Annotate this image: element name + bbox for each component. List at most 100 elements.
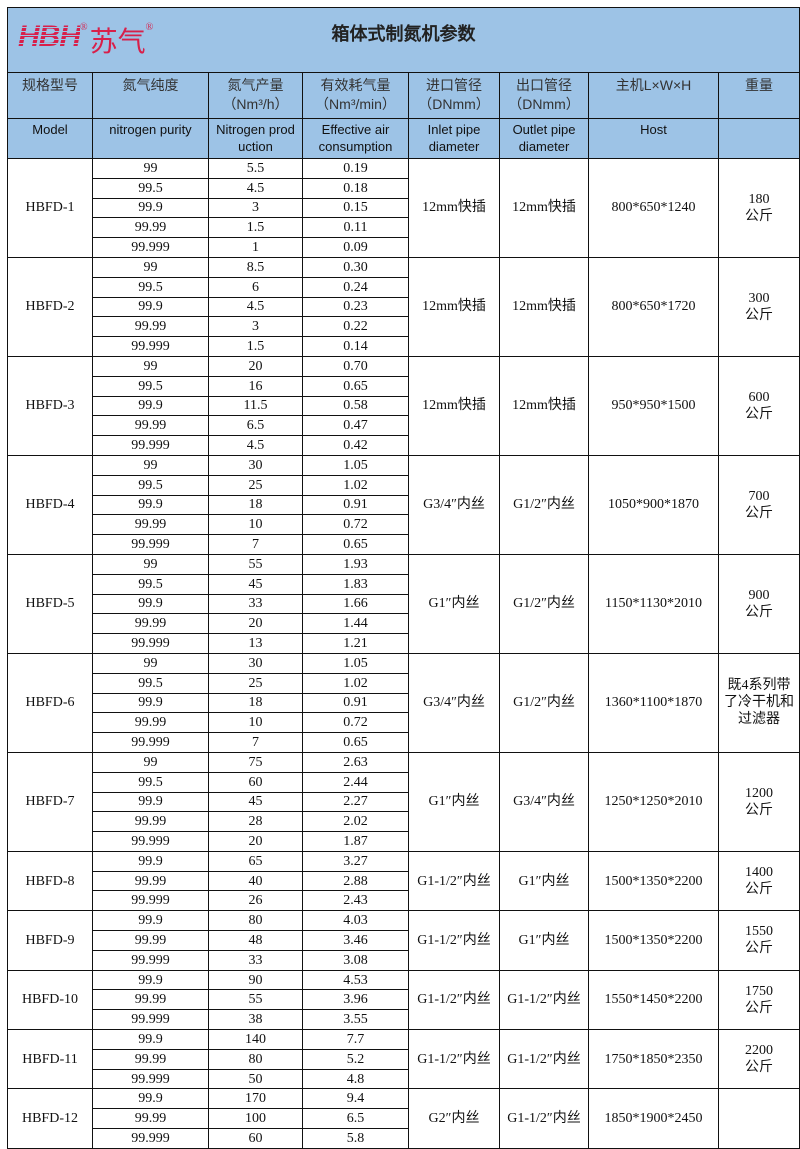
nitrogen-output-cell: 28 [208,811,303,833]
outlet-cell: 12mm快插 [499,355,589,456]
column-header: Effective air consumption [302,118,409,159]
air-consumption-cell: 0.70 [302,355,409,377]
inlet-cell: G1-1/2″内丝 [408,910,500,971]
table-row: 99.999 4.5 0.42 [8,435,800,456]
nitrogen-output-cell: 80 [208,910,303,932]
air-consumption-cell: 0.30 [302,256,409,278]
nitrogen-output-cell: 100 [208,1108,303,1130]
column-header: 氮气产量 （Nm³/h） [208,72,303,119]
purity-cell: 99.9 [92,1029,209,1050]
table-row: 99.999 38 3.55 [8,1009,800,1031]
weight-cell: 1750 公斤 [718,969,800,1031]
weight-cell [718,1088,800,1149]
air-consumption-cell: 6.5 [302,1108,409,1130]
purity-cell: 99.999 [92,237,209,258]
air-consumption-cell: 1.93 [302,553,409,575]
nitrogen-output-cell: 33 [208,949,303,971]
logo-name: 苏气 [89,25,146,58]
nitrogen-output-cell: 11.5 [208,395,303,417]
column-header: Model [7,118,93,159]
nitrogen-output-cell: 26 [208,890,303,912]
air-consumption-cell: 0.11 [302,217,409,239]
air-consumption-cell: 1.05 [302,652,409,674]
air-consumption-cell: 1.83 [302,573,409,595]
nitrogen-output-cell: 65 [208,850,303,872]
column-header: 出口管径 （DNmm） [499,72,589,119]
nitrogen-output-cell: 7 [208,534,303,555]
nitrogen-output-cell: 75 [208,751,303,773]
nitrogen-output-cell: 7 [208,732,303,753]
nitrogen-output-cell: 140 [208,1029,303,1050]
weight-cell: 1550 公斤 [718,910,800,971]
model-cell: HBFD-12 [7,1088,93,1149]
table-row: HBFD-3 99 20 0.70 12mm快插 12mm快插 950*950*1500 60… [7,355,800,456]
purity-cell: 99.5 [92,672,209,694]
purity-cell: 99.99 [92,930,209,951]
nitrogen-output-cell: 18 [208,494,303,516]
table-row: 99.999 26 2.43 [8,890,800,912]
inlet-cell: G3/4″内丝 [408,652,500,753]
column-header: 进口管径 （DNmm） [408,72,500,119]
purity-cell: 99.99 [92,613,209,635]
host-size-cell: 800*650*1240 [588,158,719,258]
nitrogen-output-cell: 3 [208,197,303,219]
model-cell: HBFD-8 [7,850,93,912]
air-consumption-cell: 4.8 [302,1068,409,1090]
host-size-cell: 1750*1850*2350 [588,1029,719,1090]
table-row: 99.9 4.5 0.23 [8,296,800,318]
table-row: 99.5 6 0.24 [8,276,800,298]
purity-cell: 99.99 [92,1108,209,1130]
table-row: 99.5 25 1.02 [8,474,800,496]
inlet-cell: G1-1/2″内丝 [408,969,500,1031]
model-cell: HBFD-5 [7,553,93,654]
table-row: 99.99 10 0.72 [8,514,800,536]
nitrogen-output-cell: 25 [208,672,303,694]
inlet-cell: 12mm快插 [408,256,500,357]
host-size-cell: 1500*1350*2200 [588,910,719,971]
host-size-cell: 1500*1350*2200 [588,850,719,912]
title-row: HBH ® 苏气 ® 箱体式制氮机参数 [7,7,800,73]
air-consumption-cell: 0.09 [302,237,409,258]
table-row: HBFD-1 99 5.5 0.19 12mm快插 12mm快插 800*650*1240 1… [7,158,800,258]
purity-cell: 99.999 [92,336,209,357]
table-row: HBFD-2 99 8.5 0.30 12mm快插 12mm快插 800*650*1720 3… [7,256,800,357]
model-cell: HBFD-1 [7,158,93,258]
nitrogen-output-cell: 50 [208,1068,303,1090]
model-cell: HBFD-2 [7,256,93,357]
air-consumption-cell: 0.24 [302,276,409,298]
inlet-cell: G2″内丝 [408,1088,500,1149]
purity-cell: 99.99 [92,415,209,437]
host-size-cell: 1150*1130*2010 [588,553,719,654]
purity-cell: 99.999 [92,831,209,852]
purity-cell: 99.9 [92,969,209,991]
outlet-cell: G1-1/2″内丝 [499,1088,589,1149]
nitrogen-output-cell: 60 [208,771,303,793]
air-consumption-cell: 0.72 [302,712,409,734]
registered-mark: ® [80,22,88,33]
nitrogen-output-cell: 20 [208,355,303,377]
table-row: HBFD-7 99 75 2.63 G1″内丝 G3/4″内丝 1250*1250*2010… [7,751,800,852]
nitrogen-output-cell: 40 [208,870,303,892]
air-consumption-cell: 0.22 [302,316,409,338]
purity-cell: 99.9 [92,593,209,615]
weight-cell: 2200 公斤 [718,1029,800,1090]
purity-cell: 99.999 [92,1128,209,1149]
purity-cell: 99.5 [92,771,209,793]
purity-cell: 99.9 [92,850,209,872]
purity-cell: 99.999 [92,534,209,555]
table-row: 99.999 50 4.8 [8,1068,800,1090]
nitrogen-output-cell: 10 [208,514,303,536]
nitrogen-output-cell: 20 [208,831,303,852]
column-header: 氮气纯度 [92,72,209,119]
table-row: 99.5 4.5 0.18 [8,177,800,199]
nitrogen-output-cell: 20 [208,613,303,635]
column-header: 规格型号 [7,72,93,119]
purity-cell: 99.99 [92,514,209,536]
column-header: nitrogen purity [92,118,209,159]
purity-cell: 99.999 [92,890,209,912]
purity-cell: 99 [92,454,209,476]
table-row: 99.99 48 3.46 [8,930,800,951]
nitrogen-output-cell: 8.5 [208,256,303,278]
nitrogen-output-cell: 6.5 [208,415,303,437]
table-row: HBFD-9 99.9 80 4.03 G1-1/2″内丝 G1″内丝 1500*1350*… [7,910,800,971]
